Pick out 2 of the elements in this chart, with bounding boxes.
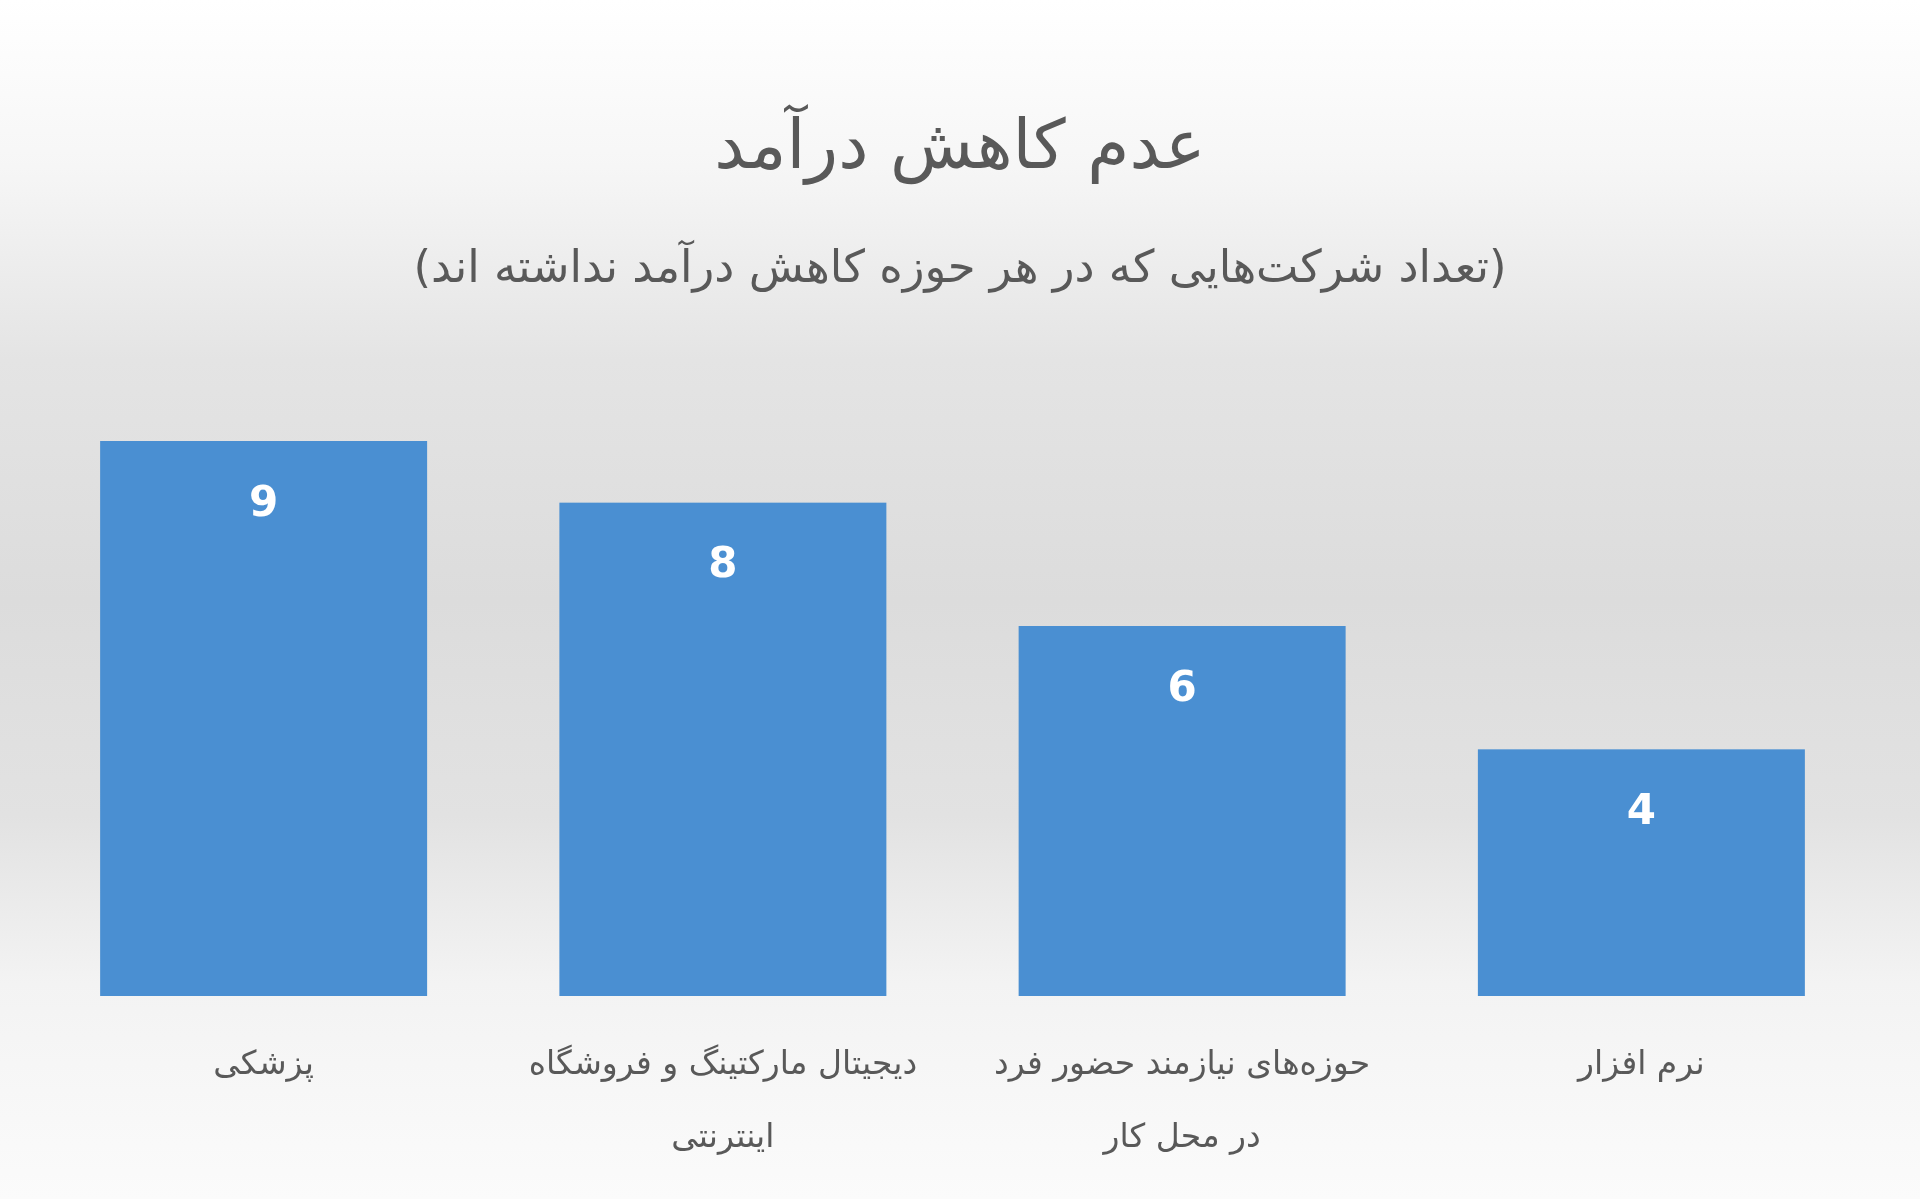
subtitle: (تعداد شرکت‌هایی که در هر حوزه کاهش درآمد نداشته اند): [412, 239, 1508, 295]
title: عدم کاهش درآمد: [713, 103, 1207, 187]
